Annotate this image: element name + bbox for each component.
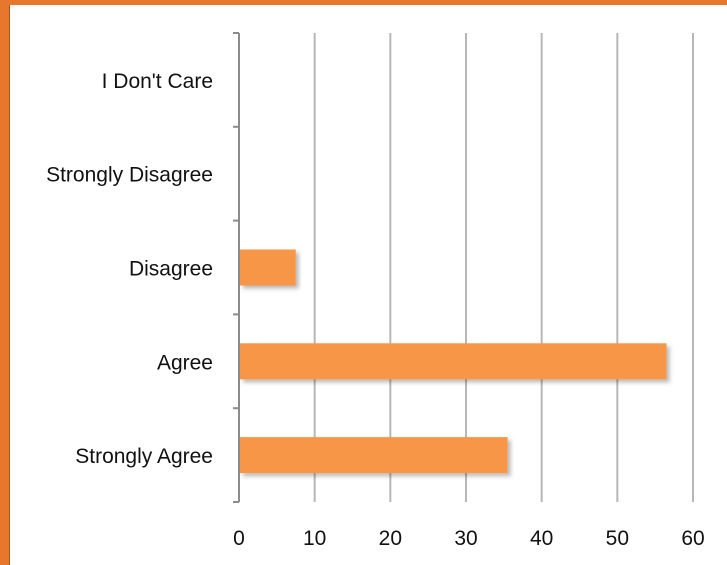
value-tick-labels: 0 10 20 30 40 50 60 [233, 527, 705, 550]
x-tick-label-0: 0 [233, 527, 245, 550]
x-tick-label-40: 40 [530, 527, 553, 550]
frame-left-border [0, 0, 9, 565]
category-axis [233, 32, 240, 503]
x-tick-label-10: 10 [303, 527, 326, 550]
bar-strongly-agree [240, 437, 508, 474]
y-tick-label-strongly-agree: Strongly Agree [75, 445, 213, 468]
y-tick-label-strongly-disagree: Strongly Disagree [46, 164, 213, 187]
y-tick-label-agree: Agree [157, 351, 213, 374]
frame-inner-border [9, 5, 10, 565]
x-tick-label-20: 20 [379, 527, 402, 550]
frame-top-border [0, 0, 727, 5]
x-tick-label-30: 30 [454, 527, 477, 550]
y-tick-label-disagree: Disagree [129, 258, 213, 281]
gridlines [313, 33, 694, 502]
x-tick-label-60: 60 [681, 527, 704, 550]
x-tick-label-50: 50 [606, 527, 629, 550]
bar-agree [240, 343, 667, 380]
bars [240, 249, 667, 474]
bar-disagree [240, 249, 296, 286]
y-tick-label-i-don-t-care: I Don't Care [102, 70, 213, 93]
category-labels: I Don't Care Strongly Disagree Disagree Agr… [46, 70, 213, 468]
